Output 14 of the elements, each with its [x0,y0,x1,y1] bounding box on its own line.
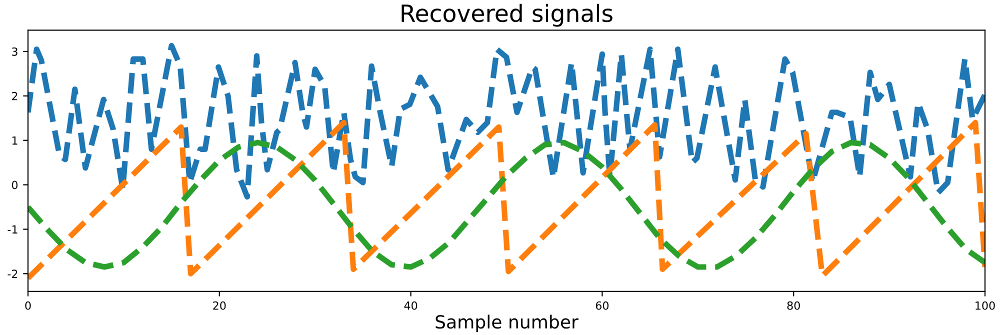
y-tick-label: -2 [8,270,18,278]
y-tick-label: 2 [12,92,18,100]
y-tick-label: 1 [12,136,18,145]
y-tick-label: 0 [12,180,18,190]
x-tick-label: 20 [213,301,226,310]
chart-title: Recovered signals [402,4,612,27]
x-tick-label: 80 [787,301,800,310]
x-tick-label: 100 [976,301,995,310]
y-tick-label: -1 [8,225,18,234]
x-tick-label: 40 [404,301,418,310]
x-tick-label: 60 [596,301,609,310]
x-axis-title: Sample number [436,314,578,332]
x-tick-label: 0 [25,301,31,310]
y-tick-label: 3 [12,47,18,56]
